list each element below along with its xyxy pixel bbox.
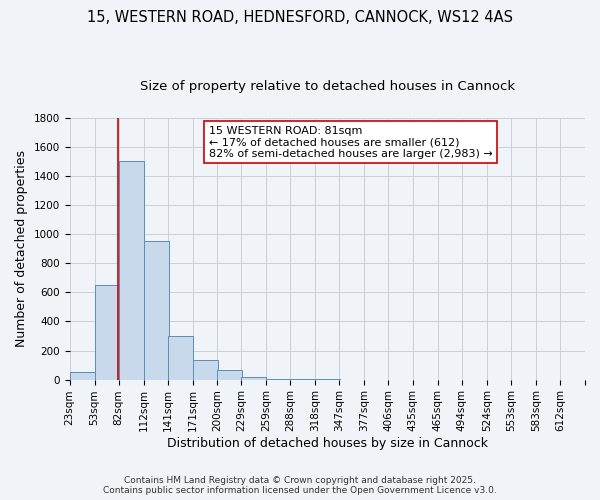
- Text: 15, WESTERN ROAD, HEDNESFORD, CANNOCK, WS12 4AS: 15, WESTERN ROAD, HEDNESFORD, CANNOCK, W…: [87, 10, 513, 25]
- Bar: [168, 336, 193, 380]
- Bar: [95, 285, 119, 380]
- Bar: [143, 242, 169, 380]
- Title: Size of property relative to detached houses in Cannock: Size of property relative to detached ho…: [140, 80, 515, 93]
- Y-axis label: Number of detached properties: Number of detached properties: [15, 150, 28, 347]
- Bar: [217, 370, 242, 380]
- Text: 15 WESTERN ROAD: 81sqm
← 17% of detached houses are smaller (612)
82% of semi-de: 15 WESTERN ROAD: 81sqm ← 17% of detached…: [209, 126, 493, 159]
- X-axis label: Distribution of detached houses by size in Cannock: Distribution of detached houses by size …: [167, 437, 488, 450]
- Bar: [266, 379, 291, 380]
- Bar: [193, 360, 218, 380]
- Bar: [241, 376, 266, 380]
- Text: Contains HM Land Registry data © Crown copyright and database right 2025.
Contai: Contains HM Land Registry data © Crown c…: [103, 476, 497, 495]
- Bar: [119, 162, 143, 380]
- Bar: [70, 372, 95, 380]
